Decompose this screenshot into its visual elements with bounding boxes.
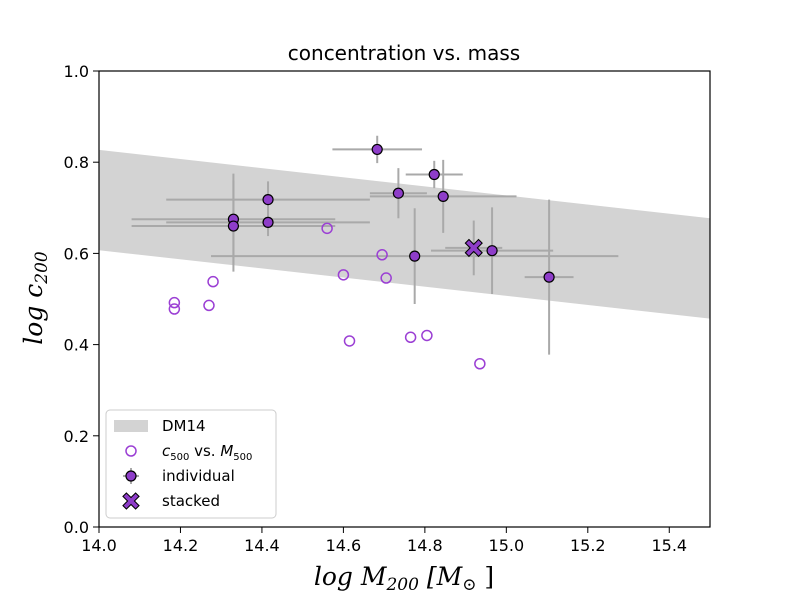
dm14-band [99, 149, 710, 319]
x-tick-label: 15.0 [489, 536, 525, 555]
y-axis-label: log c200 [19, 251, 52, 345]
c500-point [321, 222, 333, 235]
y-tick-label: 0.6 [64, 244, 89, 263]
x-tick-label: 14.0 [81, 536, 117, 555]
legend-label-c500: c500 vs. M500 [162, 442, 252, 463]
c500-point [380, 272, 392, 284]
x-axis-label-unit-sub: ⊙ [462, 575, 476, 592]
legend-label-stacked: stacked [162, 492, 220, 510]
dm14-band-layer [99, 149, 710, 319]
individual-point [437, 190, 449, 202]
legend-c500-mid: vs. [189, 442, 220, 460]
individual-point [409, 250, 421, 262]
individual-point [262, 193, 274, 206]
individual-point [428, 168, 440, 181]
c500-point [337, 269, 350, 281]
y-tick-label: 0.0 [64, 518, 89, 537]
legend-label-individual: individual [162, 467, 235, 485]
y-axis-label-base: log c [19, 284, 48, 345]
data-point-layer [168, 143, 555, 370]
y-tick-label: 0.2 [64, 427, 89, 446]
individual-point [227, 220, 240, 232]
c500-point [343, 335, 356, 347]
axes-border [98, 70, 711, 528]
legend-swatch-stacked-x [122, 492, 140, 510]
x-axis-label: log M200 [M⊙ ] [314, 562, 494, 592]
legend-m500-base: M [220, 442, 233, 460]
c500-point [376, 249, 388, 261]
individual-point [486, 245, 498, 257]
x-axis-label-sub: 200 [385, 575, 419, 592]
legend-swatch-c500-open-circle [125, 445, 137, 457]
individual-point [543, 271, 555, 283]
individual-point [262, 216, 274, 228]
c500-point [474, 358, 486, 370]
x-axis-label-close: ] [484, 562, 494, 591]
c500-point [404, 331, 417, 344]
y-tick-label: 0.4 [64, 336, 89, 355]
x-tick-label: 14.6 [326, 536, 362, 555]
individual-point [392, 187, 404, 199]
c500-point [168, 303, 181, 315]
x-tick-label: 14.4 [244, 536, 280, 555]
legend-box [105, 409, 277, 519]
c500-point [203, 299, 215, 312]
chart-title: concentration vs. mass [288, 41, 520, 65]
legend-c500-sub: 500 [170, 452, 189, 463]
x-tick-label: 14.2 [163, 536, 199, 555]
x-tick-label: 15.4 [651, 536, 687, 555]
legend-swatch-individual [123, 468, 139, 484]
c500-point [168, 296, 181, 309]
legend-c500-base: c [162, 442, 171, 460]
x-tick-label: 14.8 [407, 536, 443, 555]
legend-m500-sub: 500 [233, 452, 252, 463]
x-tick-label: 15.2 [570, 536, 606, 555]
individual-point [371, 143, 383, 156]
legend: DM14 c500 vs. M500 individual stacked [105, 409, 277, 519]
legend-swatch-dm14 [114, 420, 148, 432]
tick-layer: 14.0 14.2 14.4 14.6 14.8 15.0 15.2 15.4 0.0 0.2 0.… [64, 62, 688, 555]
c500-point [207, 275, 219, 288]
y-tick-label: 0.8 [64, 153, 89, 172]
x-axis-label-unit: [M [427, 562, 464, 591]
stacked-point [464, 238, 483, 258]
y-axis-label-sub: 200 [32, 251, 52, 285]
c500-point [421, 329, 433, 342]
x-axis-label-base: log M [314, 562, 388, 591]
y-tick-label: 1.0 [64, 62, 89, 81]
legend-label-dm14: DM14 [162, 417, 206, 435]
axes-frame [98, 70, 711, 528]
